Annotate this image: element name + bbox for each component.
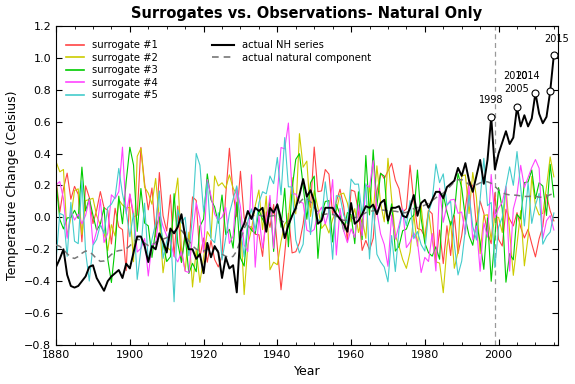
Title: Surrogates vs. Observations- Natural Only: Surrogates vs. Observations- Natural Onl… bbox=[131, 5, 482, 21]
actual natural component bbox=[528, 194, 535, 199]
surrogate #1 bbox=[53, 177, 60, 182]
surrogate #1 bbox=[528, 242, 535, 246]
surrogate #5 bbox=[53, 258, 60, 263]
Line: surrogate #4: surrogate #4 bbox=[56, 123, 554, 276]
surrogate #3 bbox=[108, 280, 115, 285]
surrogate #3 bbox=[53, 180, 60, 185]
Y-axis label: Temperature Change (Celsius): Temperature Change (Celsius) bbox=[6, 91, 18, 280]
surrogate #5 bbox=[466, 193, 473, 197]
surrogate #2 bbox=[241, 292, 248, 297]
surrogate #5 bbox=[171, 300, 178, 304]
actual natural component bbox=[116, 248, 122, 253]
surrogate #4 bbox=[285, 121, 292, 125]
surrogate #1 bbox=[462, 206, 469, 211]
surrogate #5 bbox=[469, 224, 476, 229]
Text: 2014: 2014 bbox=[516, 71, 540, 81]
Text: 2005: 2005 bbox=[505, 84, 530, 94]
surrogate #1 bbox=[112, 206, 118, 210]
surrogate #2 bbox=[248, 227, 255, 231]
surrogate #5 bbox=[528, 221, 535, 226]
surrogate #2 bbox=[466, 211, 473, 216]
surrogate #3 bbox=[116, 194, 122, 199]
actual natural component bbox=[248, 214, 255, 219]
surrogate #3 bbox=[469, 243, 476, 248]
surrogate #3 bbox=[528, 168, 535, 172]
actual natural component bbox=[458, 177, 465, 182]
actual natural component bbox=[469, 184, 476, 188]
surrogate #2 bbox=[469, 170, 476, 175]
surrogate #2 bbox=[112, 234, 118, 238]
surrogate #3 bbox=[466, 233, 473, 238]
surrogate #4 bbox=[248, 172, 255, 177]
surrogate #5 bbox=[550, 211, 557, 215]
surrogate #2 bbox=[550, 175, 557, 179]
actual NH series bbox=[524, 124, 531, 129]
surrogate #4 bbox=[53, 182, 60, 187]
actual NH series bbox=[458, 174, 465, 178]
surrogate #4 bbox=[462, 232, 469, 237]
surrogate #4 bbox=[550, 228, 557, 232]
surrogate #3 bbox=[126, 145, 133, 149]
Text: 1998: 1998 bbox=[479, 95, 504, 105]
Line: actual natural component: actual natural component bbox=[56, 180, 554, 262]
surrogate #1 bbox=[278, 288, 285, 292]
actual natural component bbox=[97, 259, 104, 264]
surrogate #5 bbox=[112, 195, 118, 199]
Legend: actual NH series, actual natural component: actual NH series, actual natural compone… bbox=[212, 40, 371, 63]
surrogate #2 bbox=[296, 131, 303, 136]
surrogate #4 bbox=[469, 238, 476, 242]
X-axis label: Year: Year bbox=[293, 366, 320, 379]
surrogate #1 bbox=[550, 218, 557, 223]
Line: surrogate #3: surrogate #3 bbox=[56, 147, 554, 283]
surrogate #1 bbox=[244, 225, 251, 230]
surrogate #5 bbox=[281, 135, 288, 140]
surrogate #1 bbox=[310, 145, 317, 149]
actual NH series bbox=[550, 52, 557, 57]
surrogate #1 bbox=[469, 184, 476, 188]
actual NH series bbox=[112, 271, 118, 276]
surrogate #4 bbox=[145, 274, 152, 278]
actual natural component bbox=[550, 191, 557, 196]
Line: surrogate #2: surrogate #2 bbox=[56, 134, 554, 295]
actual NH series bbox=[466, 178, 473, 183]
surrogate #2 bbox=[53, 159, 60, 164]
Line: surrogate #5: surrogate #5 bbox=[56, 137, 554, 302]
Text: 2015: 2015 bbox=[545, 34, 569, 44]
actual natural component bbox=[462, 179, 469, 184]
Text: 2010: 2010 bbox=[504, 71, 528, 81]
surrogate #3 bbox=[252, 231, 259, 236]
actual natural component bbox=[53, 243, 60, 247]
surrogate #4 bbox=[112, 196, 118, 201]
actual NH series bbox=[233, 290, 240, 295]
surrogate #4 bbox=[466, 184, 473, 189]
surrogate #3 bbox=[550, 195, 557, 199]
surrogate #2 bbox=[462, 173, 469, 177]
surrogate #1 bbox=[466, 178, 473, 183]
Line: surrogate #1: surrogate #1 bbox=[56, 147, 554, 290]
actual NH series bbox=[53, 265, 60, 269]
Line: actual NH series: actual NH series bbox=[56, 55, 554, 292]
surrogate #5 bbox=[462, 227, 469, 232]
actual NH series bbox=[462, 161, 469, 166]
actual NH series bbox=[248, 217, 255, 221]
surrogate #5 bbox=[248, 207, 255, 211]
actual natural component bbox=[466, 182, 473, 187]
surrogate #4 bbox=[528, 165, 535, 170]
surrogate #3 bbox=[462, 216, 469, 221]
surrogate #2 bbox=[528, 174, 535, 179]
